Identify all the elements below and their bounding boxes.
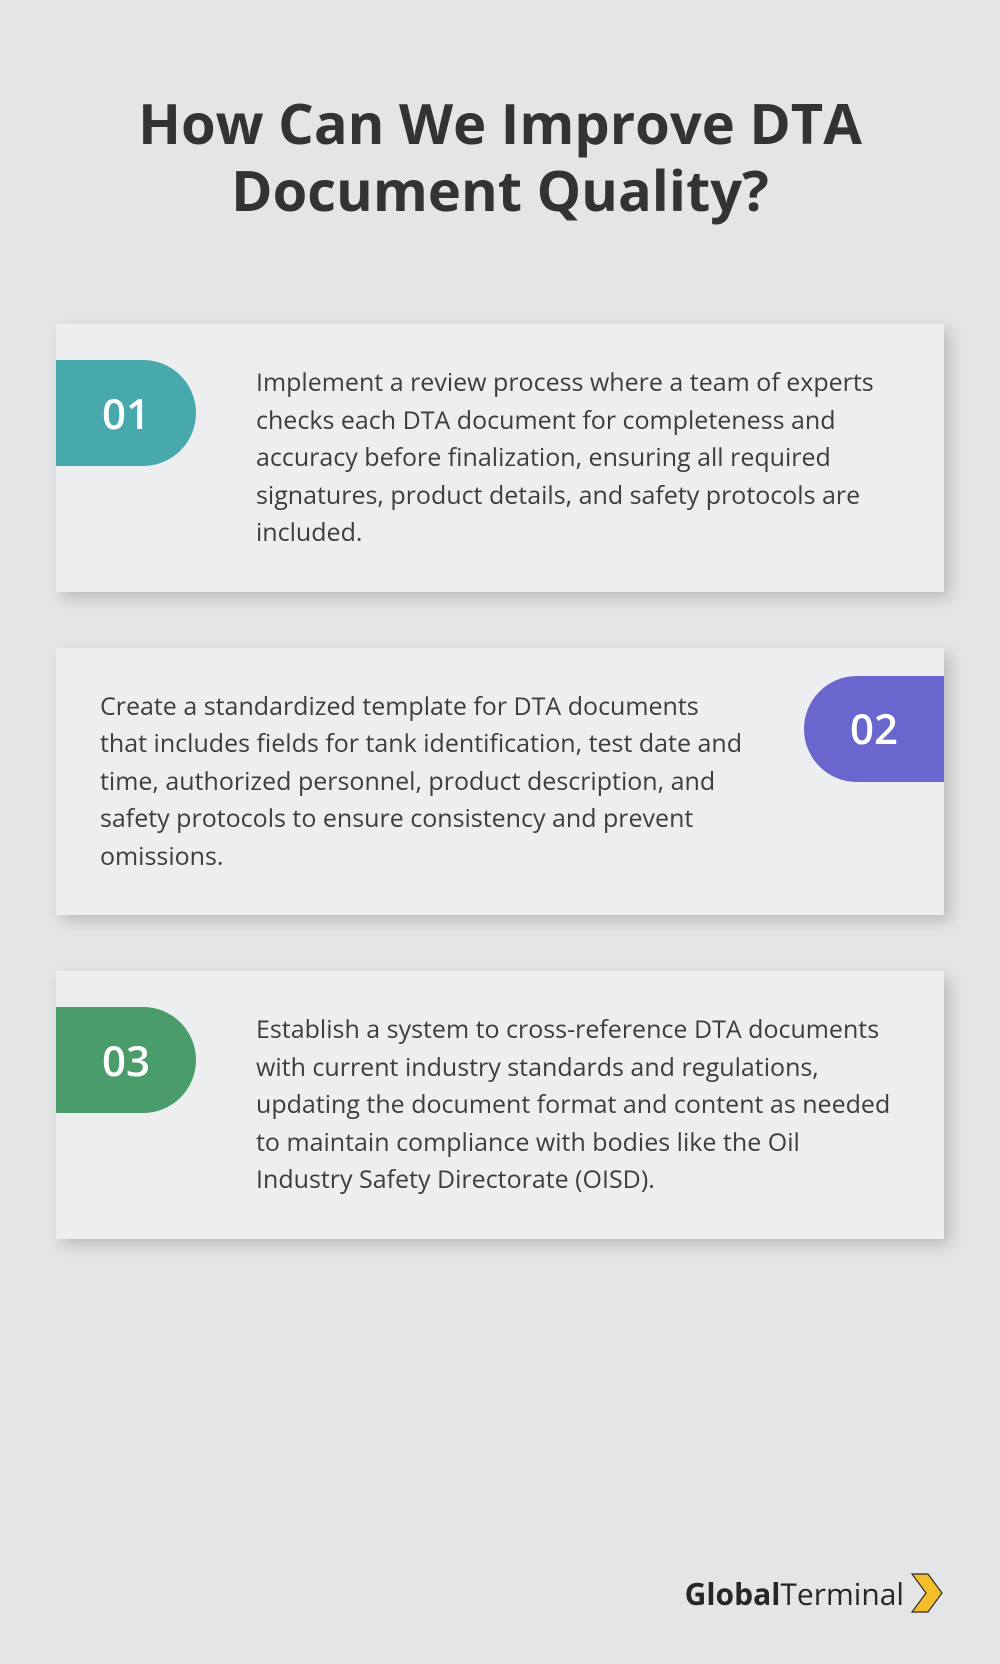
card-text: Create a standardized template for DTA d… (100, 688, 744, 876)
logo-text: GlobalTerminal (685, 1573, 904, 1614)
logo-text-bold: Global (685, 1573, 781, 1614)
card-item: 03 Establish a system to cross-reference… (56, 971, 944, 1239)
logo-text-light: Terminal (780, 1573, 904, 1614)
card-item: 02 Create a standardized template for DT… (56, 648, 944, 916)
logo: GlobalTerminal (685, 1572, 944, 1614)
card-text: Establish a system to cross-reference DT… (256, 1011, 900, 1199)
card-number-badge: 03 (56, 1007, 196, 1113)
card-text: Implement a review process where a team … (256, 364, 900, 552)
page-title: How Can We Improve DTA Document Quality? (56, 90, 944, 224)
infographic-container: How Can We Improve DTA Document Quality?… (0, 0, 1000, 1239)
card-item: 01 Implement a review process where a te… (56, 324, 944, 592)
card-number-badge: 02 (804, 676, 944, 782)
chevron-icon (910, 1572, 944, 1614)
card-number-badge: 01 (56, 360, 196, 466)
